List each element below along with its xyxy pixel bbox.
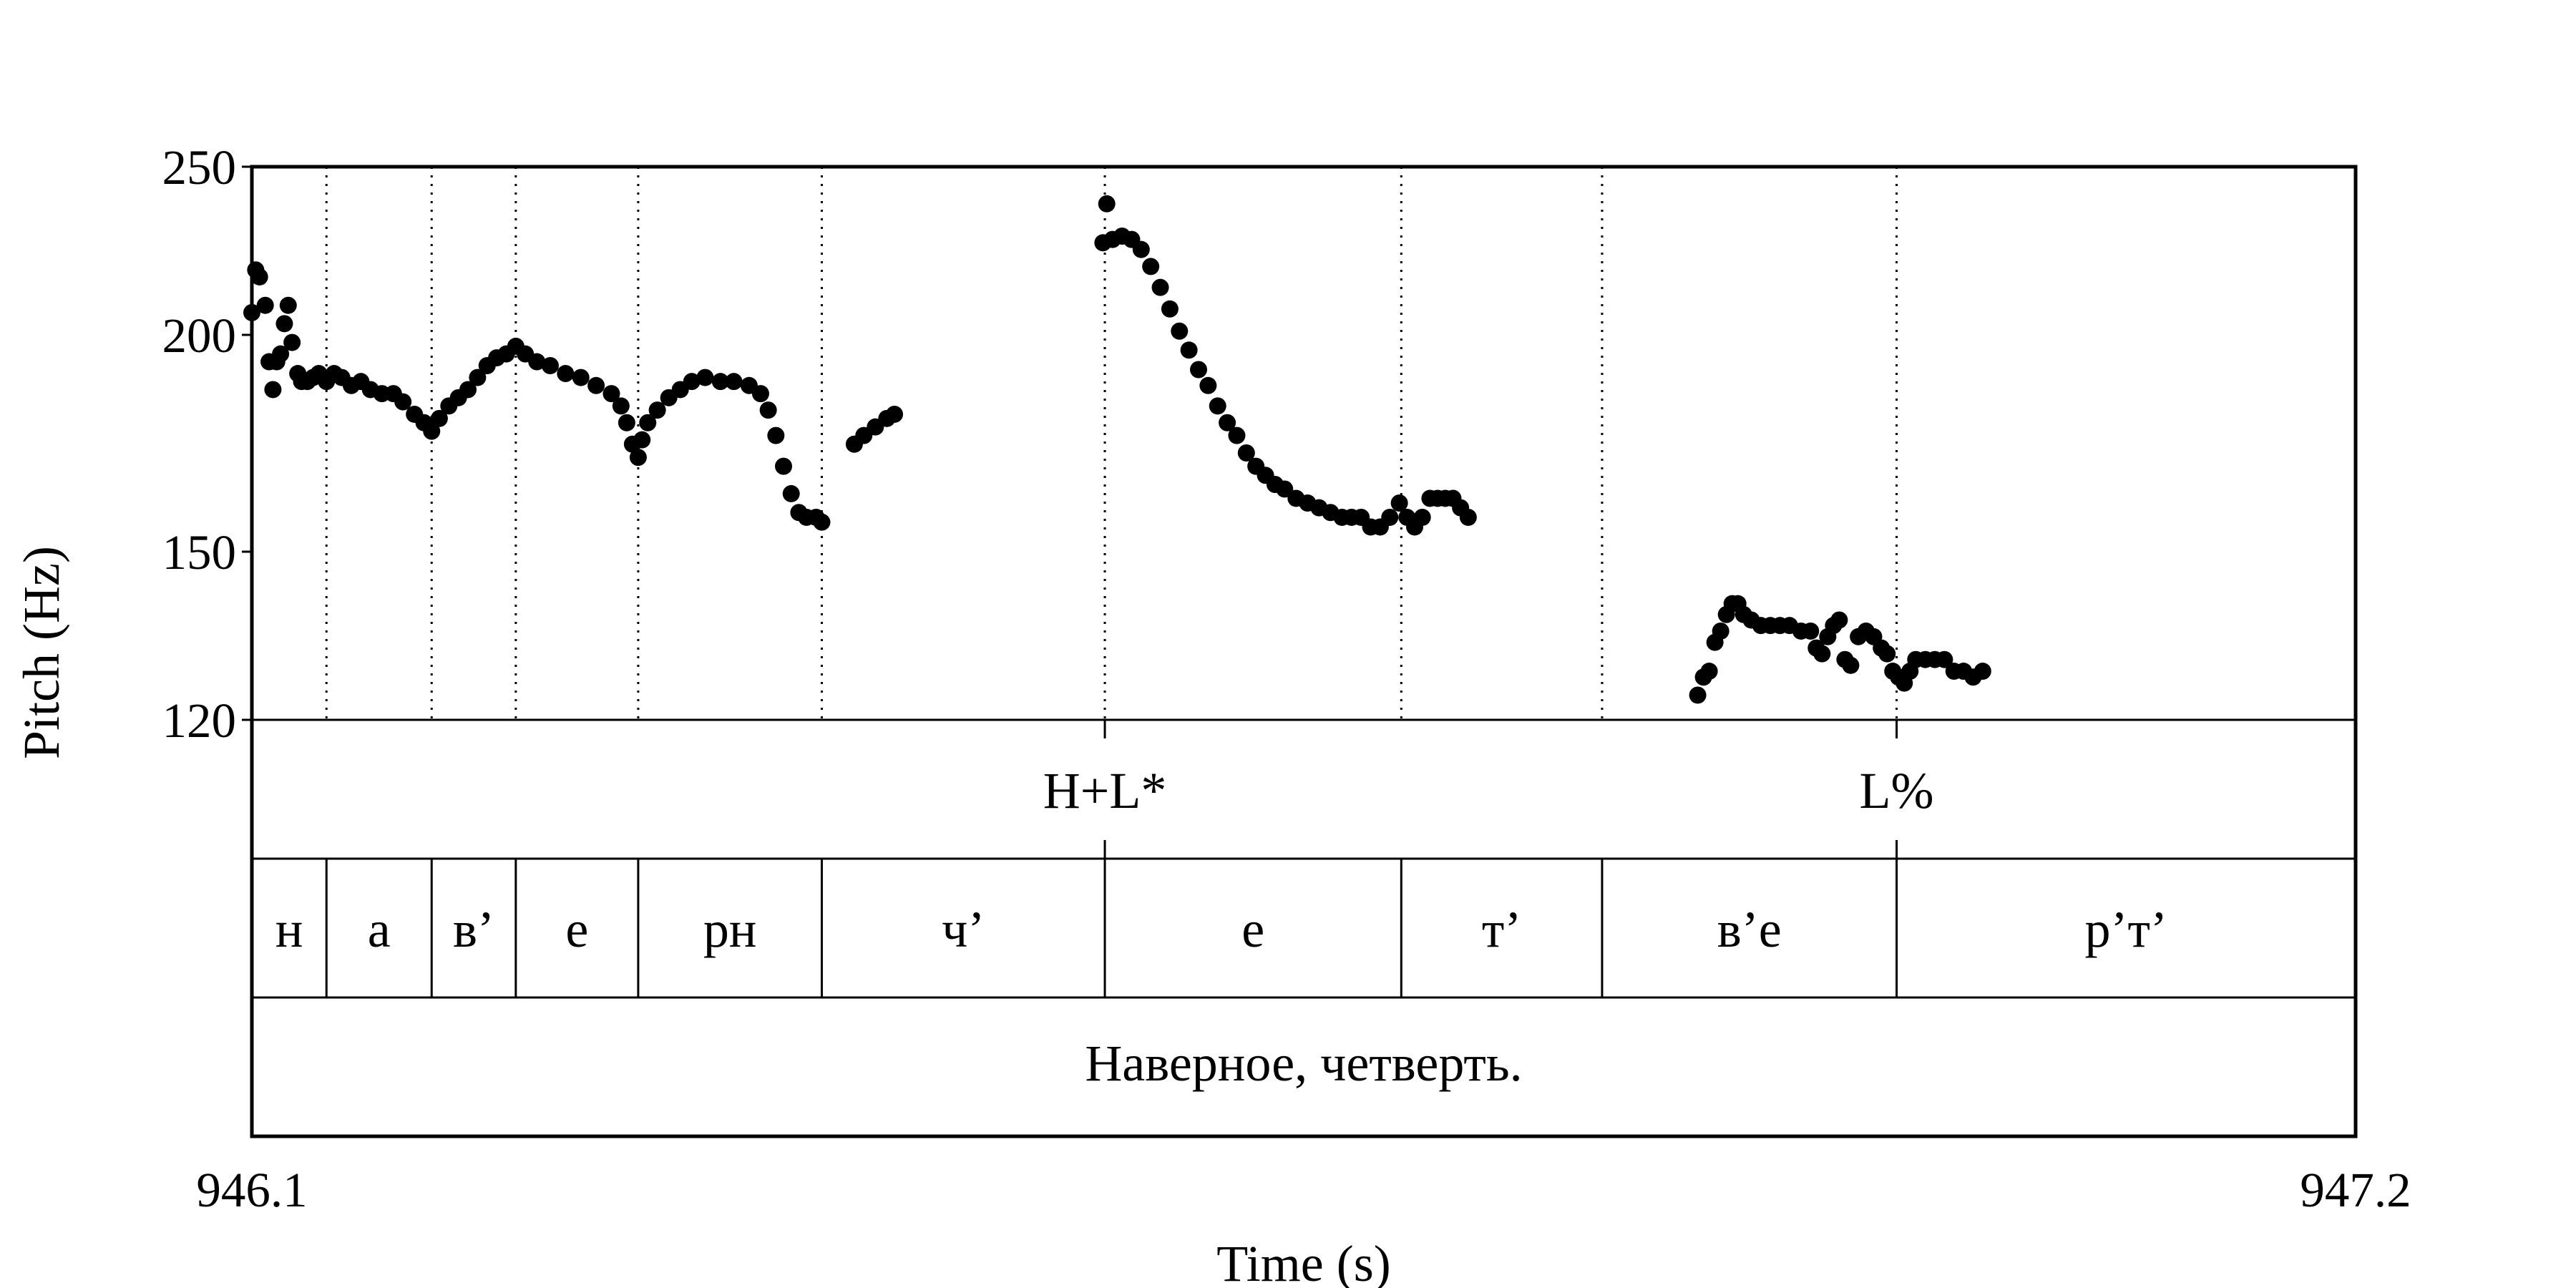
pitch-point	[469, 369, 487, 386]
pitch-point	[1237, 444, 1255, 462]
pitch-point	[1813, 645, 1831, 663]
pitch-point	[751, 385, 769, 403]
pitch-point	[696, 369, 714, 386]
pitch-point	[1142, 258, 1160, 275]
y-tick-label: 120	[162, 693, 237, 748]
pitch-point	[1802, 622, 1820, 640]
pitch-point	[1700, 663, 1718, 680]
pitch-point	[639, 414, 657, 431]
pitch-point	[1459, 508, 1477, 526]
pitch-point	[250, 268, 268, 286]
pitch-point	[602, 385, 620, 403]
tone-label: H+L*	[1043, 762, 1167, 819]
pitch-point	[275, 315, 293, 333]
pitch-point	[618, 414, 635, 431]
y-axis: 120 150 200 250	[162, 140, 252, 748]
pitch-point	[1936, 650, 1953, 668]
y-tick-label: 150	[162, 525, 237, 580]
pitch-point	[1209, 397, 1226, 415]
segment-label: е	[565, 901, 588, 958]
pitch-point	[1132, 240, 1150, 258]
pitch-point	[430, 409, 448, 427]
pitch-point	[1161, 300, 1179, 318]
pitch-point	[629, 449, 647, 467]
pitch-point	[886, 405, 904, 423]
x-axis-title: Time (s)	[1216, 1235, 1390, 1288]
pitch-point	[1190, 361, 1207, 379]
y-tick-label: 250	[162, 140, 237, 195]
pitch-point	[557, 365, 575, 383]
pitch-point	[541, 357, 559, 375]
pitch-point	[1151, 278, 1169, 296]
pitch-point	[633, 431, 651, 449]
pitch-point	[572, 369, 590, 386]
segment-boundaries	[325, 167, 1898, 720]
pitch-point	[1830, 611, 1848, 629]
pitch-point	[813, 513, 831, 531]
pitch-point	[1712, 622, 1729, 640]
segment-label: а	[368, 901, 391, 958]
pitch-point	[759, 401, 777, 419]
segment-label: в’	[453, 901, 494, 958]
pitch-point	[272, 345, 290, 363]
pitch-point	[1974, 663, 1991, 680]
pitch-point	[528, 353, 546, 371]
segment-tier: н а в’ е рн ч’ е т’ в’е р’т’	[275, 859, 2167, 997]
pitch-point	[1199, 376, 1217, 394]
pitch-point	[1390, 494, 1408, 512]
sentence-label: Наверное, четверть.	[1085, 1035, 1522, 1092]
y-tick-label: 200	[162, 308, 237, 363]
segment-label: ч’	[942, 901, 985, 958]
tone-label: L%	[1860, 762, 1934, 819]
pitch-point	[1180, 341, 1198, 359]
segment-label: р’т’	[2085, 901, 2167, 958]
pitch-track	[243, 195, 1991, 704]
plot-frame	[250, 165, 2358, 1138]
segment-label: рн	[703, 901, 757, 958]
pitch-point	[256, 296, 274, 314]
pitch-point	[1228, 426, 1246, 444]
pitch-point	[648, 401, 666, 419]
pitch-point	[1413, 508, 1431, 526]
pitch-point	[264, 381, 282, 399]
pitch-point	[587, 376, 605, 394]
pitch-point	[782, 484, 800, 502]
tone-tier: H+L* L%	[1043, 720, 1934, 859]
pitch-point	[394, 393, 412, 411]
segment-label: в’е	[1717, 901, 1782, 958]
segment-label: н	[275, 901, 303, 958]
y-axis-title: Pitch (Hz)	[13, 546, 70, 759]
pitch-point	[775, 457, 793, 475]
x-tick-start: 946.1	[196, 1163, 307, 1217]
pitch-point	[459, 381, 477, 399]
segment-label: е	[1241, 901, 1264, 958]
pitch-point	[767, 426, 785, 444]
pitch-point	[612, 397, 630, 415]
x-tick-end: 947.2	[2300, 1163, 2411, 1217]
pitch-point	[1171, 322, 1189, 340]
pitch-point	[711, 373, 729, 391]
pitch-point	[1276, 480, 1294, 498]
pitch-point	[1098, 195, 1116, 213]
pitch-point	[1381, 508, 1399, 526]
pitch-point	[683, 373, 701, 391]
pitch-point	[1689, 686, 1707, 704]
pitch-point	[1842, 656, 1860, 674]
segment-label: т’	[1482, 901, 1521, 958]
pitch-point	[725, 373, 743, 391]
pitch-point	[279, 296, 297, 314]
pitch-point	[1878, 645, 1896, 663]
pitch-point	[283, 333, 301, 351]
pitch-point	[1219, 414, 1236, 431]
pitch-point	[423, 422, 441, 440]
